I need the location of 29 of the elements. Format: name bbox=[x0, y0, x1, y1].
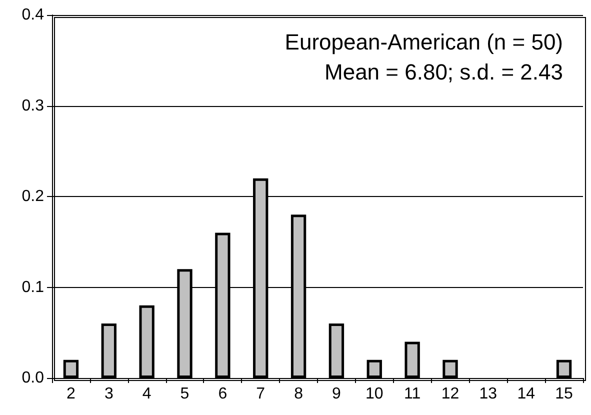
bar bbox=[328, 324, 344, 378]
x-tick-label: 7 bbox=[256, 386, 266, 402]
y-tick-label: 0.0 bbox=[22, 370, 44, 386]
y-tick-label: 0.1 bbox=[22, 278, 44, 296]
x-tick-label: 12 bbox=[441, 386, 460, 402]
bar bbox=[366, 360, 382, 378]
x-tick-label: 6 bbox=[218, 386, 228, 402]
bar bbox=[139, 305, 154, 378]
x-tick-label: 8 bbox=[294, 386, 304, 402]
x-tick-label: 5 bbox=[180, 386, 190, 402]
x-tick-label: 2 bbox=[66, 386, 76, 402]
x-tick-label: 9 bbox=[332, 386, 342, 402]
x-tick-label: 11 bbox=[404, 386, 421, 402]
annotation: European-American (n = 50) bbox=[284, 30, 563, 54]
x-tick-label: 10 bbox=[365, 386, 384, 402]
x-tick-label: 14 bbox=[517, 386, 536, 402]
x-tick-label: 3 bbox=[104, 386, 114, 402]
bar bbox=[556, 360, 572, 378]
y-tick-label: 0.4 bbox=[22, 6, 44, 24]
bar bbox=[442, 360, 458, 378]
x-tick-label: 4 bbox=[142, 386, 152, 402]
bar bbox=[404, 342, 420, 378]
y-tick-label: 0.2 bbox=[22, 188, 44, 205]
y-tick-label: 0.3 bbox=[22, 97, 44, 114]
bar bbox=[63, 360, 79, 378]
x-tick-label: 13 bbox=[479, 386, 498, 402]
annotation: Mean = 6.80; s.d. = 2.43 bbox=[324, 60, 563, 84]
x-tick-label: 15 bbox=[555, 386, 574, 402]
bar bbox=[101, 324, 116, 378]
